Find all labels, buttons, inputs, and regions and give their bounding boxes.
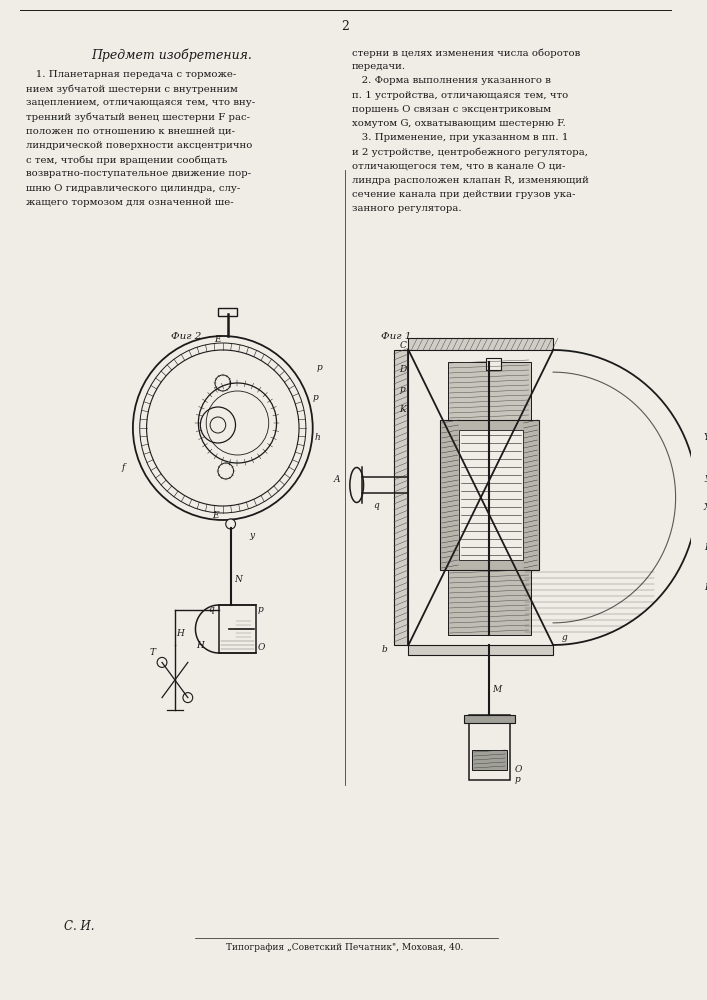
Bar bbox=[696, 475, 707, 495]
Text: O: O bbox=[257, 644, 264, 652]
Ellipse shape bbox=[350, 468, 363, 502]
Text: E: E bbox=[215, 336, 221, 344]
Text: p: p bbox=[312, 393, 319, 402]
Text: линдра расположен клапан R, изменяющий: линдра расположен клапан R, изменяющий bbox=[352, 176, 589, 185]
Text: нием зубчатой шестерни с внутренним: нием зубчатой шестерни с внутренним bbox=[26, 84, 238, 94]
Bar bbox=[448, 362, 531, 420]
Text: 1. Планетарная передача с торможе-: 1. Планетарная передача с торможе- bbox=[26, 70, 237, 79]
Text: q: q bbox=[208, 605, 214, 614]
Text: X: X bbox=[704, 503, 707, 512]
Text: y: y bbox=[250, 530, 255, 540]
Text: отличающегося тем, что в канале O ци-: отличающегося тем, что в канале O ци- bbox=[352, 162, 565, 171]
Text: С. И.: С. И. bbox=[64, 920, 94, 934]
Text: M: M bbox=[492, 686, 501, 694]
Text: y: y bbox=[704, 473, 707, 482]
Text: T: T bbox=[149, 648, 156, 657]
Text: стерни в целях изменения числа оборотов: стерни в целях изменения числа оборотов bbox=[352, 48, 580, 57]
Bar bbox=[409, 645, 553, 655]
Text: h: h bbox=[315, 434, 320, 442]
Text: F: F bbox=[704, 583, 707, 592]
Bar bbox=[448, 570, 531, 635]
Text: шню O гидравлического цилиндра, слу-: шню O гидравлического цилиндра, слу- bbox=[26, 184, 240, 193]
Bar bbox=[464, 715, 515, 723]
Text: хомутом G, охватывающим шестерню F.: хомутом G, охватывающим шестерню F. bbox=[352, 119, 566, 128]
Text: 2: 2 bbox=[341, 20, 349, 33]
Text: A: A bbox=[334, 476, 340, 485]
Text: b: b bbox=[381, 646, 387, 654]
Bar bbox=[486, 358, 501, 370]
Text: тренний зубчатый венец шестерни F рас-: тренний зубчатый венец шестерни F рас- bbox=[26, 113, 250, 122]
Text: H: H bbox=[176, 629, 184, 638]
Text: Фиг 1: Фиг 1 bbox=[381, 332, 411, 341]
Bar bbox=[460, 430, 522, 560]
Bar bbox=[409, 338, 553, 350]
Text: зацеплением, отличающаяся тем, что вну-: зацеплением, отличающаяся тем, что вну- bbox=[26, 98, 255, 107]
Text: Фиг 2: Фиг 2 bbox=[171, 332, 201, 341]
Text: п. 1 устройства, отличающаяся тем, что: п. 1 устройства, отличающаяся тем, что bbox=[352, 91, 568, 100]
Circle shape bbox=[183, 693, 193, 703]
Bar bbox=[394, 350, 409, 645]
Text: g: g bbox=[562, 633, 568, 642]
Bar bbox=[219, 605, 256, 653]
Text: Типография „Советский Печатник", Моховая, 40.: Типография „Советский Печатник", Моховая… bbox=[226, 943, 464, 952]
Text: с тем, чтобы при вращении сообщать: с тем, чтобы при вращении сообщать bbox=[26, 155, 228, 165]
Text: занного регулятора.: занного регулятора. bbox=[352, 204, 462, 213]
Text: и 2 устройстве, центробежного регулятора,: и 2 устройстве, центробежного регулятора… bbox=[352, 147, 588, 157]
Text: C: C bbox=[399, 340, 406, 350]
Text: E: E bbox=[703, 543, 707, 552]
Text: N: N bbox=[235, 576, 243, 584]
Text: 2. Форма выполнения указанного в: 2. Форма выполнения указанного в bbox=[352, 76, 551, 85]
Text: жащего тормозом для означенной ше-: жащего тормозом для означенной ше- bbox=[26, 198, 234, 207]
Text: передачи.: передачи. bbox=[352, 62, 406, 71]
Text: q: q bbox=[373, 500, 379, 510]
Text: p: p bbox=[399, 385, 406, 394]
Text: H: H bbox=[197, 641, 204, 650]
Text: положен по отношению к внешней ци-: положен по отношению к внешней ци- bbox=[26, 127, 235, 136]
Bar bbox=[440, 420, 539, 570]
Text: E: E bbox=[211, 512, 218, 520]
Circle shape bbox=[157, 657, 167, 667]
Text: O: O bbox=[514, 766, 522, 774]
Bar bbox=[472, 750, 507, 770]
Bar bbox=[218, 308, 238, 316]
Text: p: p bbox=[317, 363, 322, 372]
Text: линдрической поверхности аксцентрично: линдрической поверхности аксцентрично bbox=[26, 141, 253, 150]
Text: K: K bbox=[399, 406, 406, 414]
Text: поршень O связан с эксцентриковым: поршень O связан с эксцентриковым bbox=[352, 105, 551, 114]
Text: сечение канала при действии грузов ука-: сечение канала при действии грузов ука- bbox=[352, 190, 575, 199]
Text: p: p bbox=[258, 605, 264, 614]
Text: 3. Применение, при указанном в пп. 1: 3. Применение, при указанном в пп. 1 bbox=[352, 133, 568, 142]
Text: Предмет изобретения.: Предмет изобретения. bbox=[91, 48, 252, 62]
Text: Y: Y bbox=[704, 433, 707, 442]
Circle shape bbox=[226, 519, 235, 529]
Text: возвратно-поступательное движение пор-: возвратно-поступательное движение пор- bbox=[26, 169, 252, 178]
Bar bbox=[469, 715, 510, 780]
Text: p: p bbox=[515, 776, 521, 784]
Text: f: f bbox=[122, 464, 125, 473]
Text: D: D bbox=[399, 365, 407, 374]
